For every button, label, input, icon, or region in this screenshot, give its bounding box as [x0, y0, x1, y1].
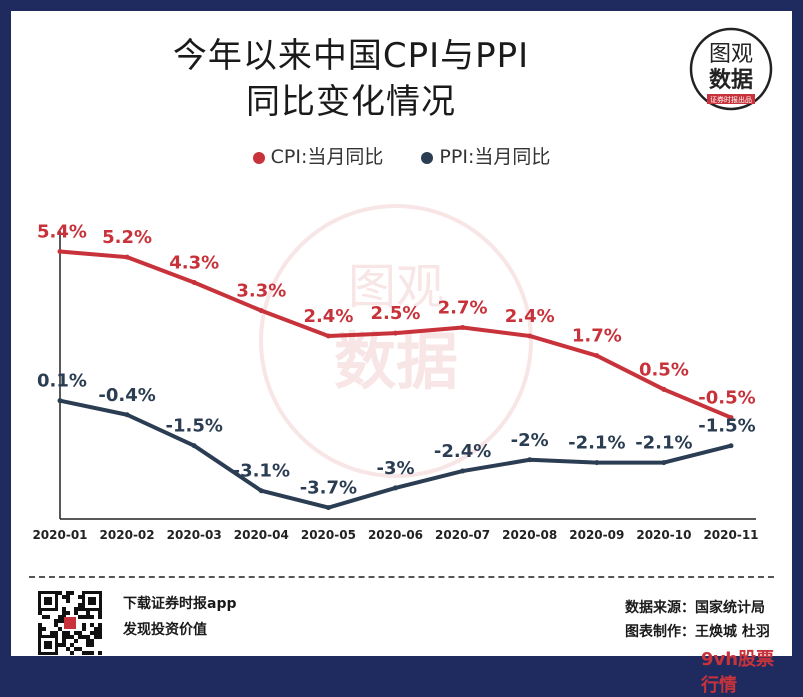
data-label-ppi: -2.1%: [568, 433, 625, 454]
data-label-cpi: 5.4%: [37, 222, 87, 243]
data-label-ppi: -3.1%: [233, 461, 290, 482]
legend-swatch-ppi: [421, 151, 434, 164]
chart-legend: CPI:当月同比 PPI:当月同比: [11, 142, 792, 169]
data-point-cpi: [594, 353, 600, 359]
data-label-cpi: 0.5%: [639, 359, 689, 380]
data-point-ppi: [124, 412, 130, 418]
data-point-ppi: [661, 460, 667, 466]
corner-watermark: 9vh股票行情: [701, 649, 775, 696]
legend-item-ppi: PPI:当月同比: [421, 142, 550, 169]
data-label-cpi: 2.5%: [371, 303, 421, 324]
chart-card: 今年以来中国CPI与PPI 同比变化情况 图观 数据 证券时报出品 CPI:当月…: [11, 11, 792, 696]
data-point-ppi: [460, 468, 466, 474]
data-label-cpi: 3.3%: [236, 281, 286, 302]
legend-label-ppi: PPI:当月同比: [439, 146, 551, 168]
legend-swatch-cpi: [252, 151, 265, 164]
line-chart: 图观 数据 2020-01 2020-02 2020-03 2020-04 2020-0…: [32, 204, 759, 542]
data-point-cpi: [124, 254, 130, 260]
data-label-ppi: -2.4%: [434, 441, 491, 462]
data-point-cpi: [393, 330, 398, 336]
data-label-ppi: -2.1%: [635, 433, 692, 454]
x-tick-label: 2020-06: [368, 528, 423, 542]
data-point-ppi: [393, 485, 398, 491]
data-label-ppi: -0.4%: [98, 385, 155, 406]
chart-title: 今年以来中国CPI与PPI 同比变化情况: [11, 33, 691, 125]
x-tick-label: 2020-02: [100, 528, 155, 542]
x-tick-label: 2020-07: [435, 528, 490, 542]
data-label-ppi: -3.7%: [300, 478, 357, 499]
data-label-cpi: 2.4%: [505, 306, 555, 327]
x-tick-label: 2020-09: [569, 528, 624, 542]
data-label-cpi: 5.2%: [102, 227, 152, 248]
x-tick-label: 2020-11: [703, 528, 758, 542]
data-label-cpi: 2.4%: [303, 306, 353, 327]
brand-logo: 图观 数据 证券时报出品: [689, 27, 773, 111]
data-label-cpi: 4.3%: [169, 252, 219, 273]
data-point-ppi: [57, 398, 63, 404]
data-point-cpi: [258, 308, 264, 314]
title-line-1: 今年以来中国CPI与PPI: [172, 36, 530, 76]
data-point-cpi: [191, 279, 197, 285]
x-tick-label: 2020-08: [502, 528, 557, 542]
data-point-ppi: [728, 443, 734, 449]
legend-label-cpi: CPI:当月同比: [270, 146, 384, 168]
data-label-cpi: 1.7%: [572, 326, 622, 347]
data-point-cpi: [728, 415, 734, 421]
legend-item-cpi: CPI:当月同比: [252, 142, 384, 169]
data-label-ppi: 0.1%: [37, 371, 87, 392]
footer-divider: [29, 576, 774, 578]
watermark-line-2: 数据: [334, 325, 458, 398]
logo-line-2: 数据: [709, 67, 753, 93]
data-point-cpi: [527, 333, 533, 339]
x-tick-label: 2020-03: [167, 528, 222, 542]
data-label-cpi: -0.5%: [698, 388, 755, 409]
data-label-ppi: -2%: [511, 430, 549, 451]
data-point-cpi: [661, 386, 667, 392]
data-point-ppi: [325, 505, 331, 511]
data-label-ppi: -1.5%: [165, 416, 222, 437]
data-point-cpi: [460, 325, 466, 331]
data-point-ppi: [258, 488, 264, 494]
x-tick-label: 2020-10: [636, 528, 691, 542]
x-tick-label: 2020-01: [32, 528, 87, 542]
footer-discover: 发现投资价值: [123, 622, 207, 638]
title-line-2: 同比变化情况: [246, 82, 456, 122]
x-tick-label: 2020-05: [301, 528, 356, 542]
footer-source: 数据来源：国家统计局: [625, 600, 765, 616]
watermark-line-1: 图观: [348, 259, 444, 315]
footer-download: 下载证券时报app: [123, 596, 237, 612]
data-point-cpi: [57, 249, 63, 255]
data-point-ppi: [527, 457, 533, 463]
logo-line-1: 图观: [709, 42, 753, 67]
qr-code: [38, 591, 102, 655]
data-label-cpi: 2.7%: [438, 298, 488, 319]
x-tick-label: 2020-04: [234, 528, 289, 542]
center-watermark: 图观 数据: [259, 204, 533, 478]
logo-subtitle: 证券时报出品: [710, 95, 752, 104]
data-label-ppi: -3%: [376, 458, 414, 479]
series-line-ppi: [59, 398, 732, 510]
data-point-ppi: [594, 460, 600, 466]
footer-author: 图表制作：王焕城 杜羽: [625, 624, 770, 640]
data-label-ppi: -1.5%: [698, 416, 755, 437]
data-point-cpi: [325, 333, 331, 339]
data-point-ppi: [191, 443, 197, 449]
